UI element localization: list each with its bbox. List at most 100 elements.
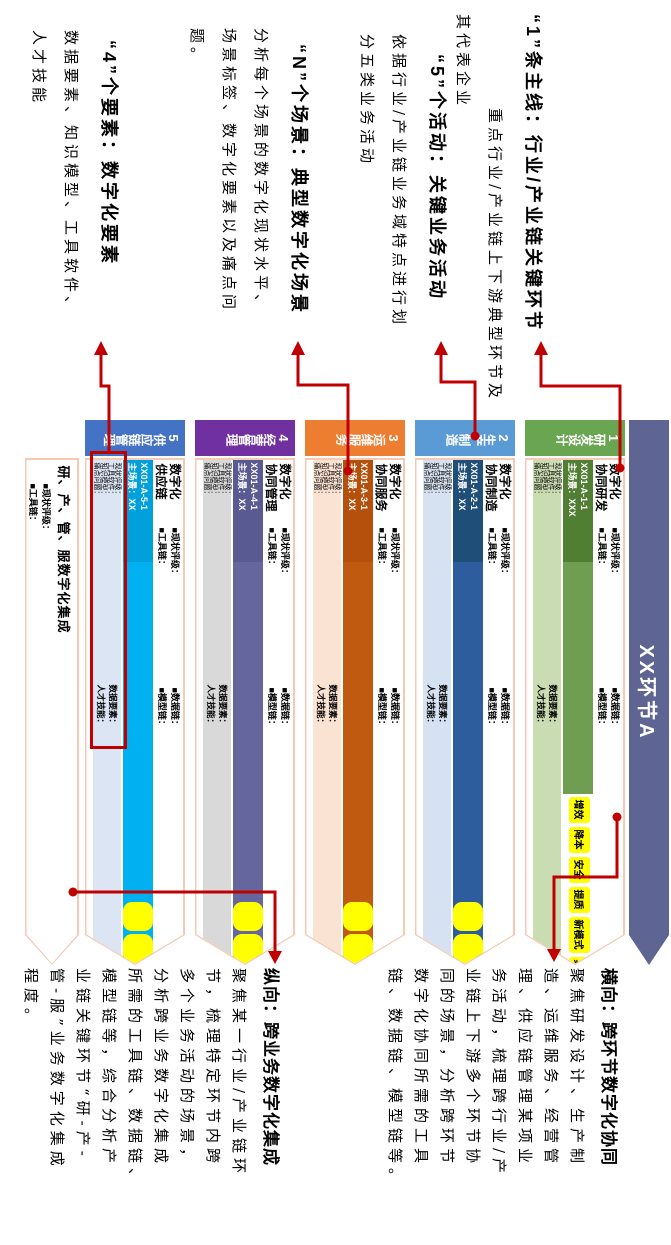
scene-main: 主场景：XX xyxy=(127,462,138,511)
ribbon-number: 5 xyxy=(166,434,181,442)
ribbon-production: 2 生产制造 数字化 协同制造 ■现状评级： ■工具链： ■数据链： ■模型链：… xyxy=(415,0,515,1245)
scene-subtitle: 数字化 协同管理 xyxy=(264,463,293,512)
ribbon-header: 3 运维服务 xyxy=(305,420,405,456)
ribbon-number: 1 xyxy=(606,434,621,442)
scene-code-label: XX01-A-2-1 主场景：XX xyxy=(454,460,484,562)
annotation-body: 数据要素、知识模型、工具软件、 人才技能 xyxy=(30,30,80,316)
scene-elements: 数据要素： 人才技能： xyxy=(426,684,449,728)
ribbon-number: 2 xyxy=(496,434,511,442)
yellow-marker xyxy=(454,934,484,963)
ribbon-row-bar: XX01-A-3-1 主场景：XX xyxy=(344,460,374,964)
scene-subtitle: 数字化 供应链 xyxy=(154,463,183,500)
bullets-data-model: ■数据链： ■模型链： xyxy=(377,687,401,729)
bullets-status-tool: ■现状评级： ■工具链： xyxy=(267,527,291,578)
tag: 安全 xyxy=(570,857,591,883)
ribbon-row-details: 现状评级： 工具软件： 知识模型： 痛点问题： 数据要素： 人才技能： xyxy=(534,460,562,964)
scene-elements: 数据要素： 人才技能： xyxy=(536,684,559,728)
scene-elements: 数据要素： 人才技能： xyxy=(316,684,339,728)
yellow-markers xyxy=(234,902,264,964)
scene-bar: XX01-A-1-1 主场景：XXX xyxy=(564,460,594,794)
scene-bar: XX01-A-4-1 主场景：XX xyxy=(234,460,264,957)
ribbon-header: 2 生产制造 xyxy=(415,420,515,456)
scene-main: 主场景：XX xyxy=(457,462,468,511)
yellow-markers xyxy=(344,902,374,964)
scene-bar: XX01-A-3-1 主场景：XX xyxy=(344,460,374,957)
yellow-marker xyxy=(234,934,264,963)
ribbon-row-scene: 数字化 协同制造 ■现状评级： ■工具链： ■数据链： ■模型链： xyxy=(485,460,513,964)
segment-banner: XX环节A xyxy=(629,420,669,965)
scene-subtitle: 数字化 协同服务 xyxy=(374,463,403,512)
ribbon-title: 研发设计 xyxy=(556,431,606,446)
ribbon-header: 4 经营管理 xyxy=(195,420,295,456)
scene-details: 现状评级： 工具软件： 知识模型： 痛点问题： xyxy=(202,462,232,498)
ribbon-title: 运维服务 xyxy=(336,431,386,446)
yellow-marker xyxy=(124,902,154,931)
ribbon-row-scene: 数字化 协同服务 ■现状评级： ■工具链： ■数据链： ■模型链： xyxy=(375,460,403,964)
yellow-marker xyxy=(124,934,154,963)
yellow-markers xyxy=(124,902,154,964)
ribbon-row-scene: 数字化 协同研发 ■现状评级： ■工具链： ■数据链： ■模型链： xyxy=(595,460,623,964)
segment-banner-label: XX环节A xyxy=(635,644,658,741)
scene-main: 主场景：XX xyxy=(237,462,248,511)
ribbon-arrow: 数字化 协同制造 ■现状评级： ■工具链： ■数据链： ■模型链： XX01-A… xyxy=(415,458,515,965)
ribbon-row-bar: XX01-A-1-1 主场景：XXX 增效 降本 安全 提质 新模式 其他 xyxy=(564,460,594,964)
yellow-markers xyxy=(454,902,484,964)
ribbon-arrow: 数字化 协同管理 ■现状评级： ■工具链： ■数据链： ■模型链： XX01-A… xyxy=(195,458,295,965)
bullets-data-model: ■数据链： ■模型链： xyxy=(487,687,511,729)
yellow-marker xyxy=(344,934,374,963)
integration-bullets: ■现状评级： ■工具链： xyxy=(28,483,52,534)
yellow-marker xyxy=(454,902,484,931)
ribbon-title: 生产制造 xyxy=(446,431,496,446)
scene-main: 主场景：XXX xyxy=(567,462,578,517)
ribbon-management: 4 经营管理 数字化 协同管理 ■现状评级： ■工具链： ■数据链： ■模型链：… xyxy=(195,0,295,1245)
ribbon-arrow: 数字化 协同研发 ■现状评级： ■工具链： ■数据链： ■模型链： XX01-A… xyxy=(525,458,625,965)
ribbon-title: 经营管理 xyxy=(226,431,276,446)
ribbon-row-bar: XX01-A-2-1 主场景：XX xyxy=(454,460,484,964)
ribbon-arrow: 数字化 协同服务 ■现状评级： ■工具链： ■数据链： ■模型链： XX01-A… xyxy=(305,458,405,965)
bullets-status-tool: ■现状评级： ■工具链： xyxy=(597,527,621,578)
bullets-data-model: ■数据链： ■模型链： xyxy=(157,687,181,729)
ribbon-title: 供应链管理 xyxy=(103,431,167,446)
scene-code-label: XX01-A-4-1 主场景：XX xyxy=(234,460,264,562)
ribbon-row-scene: 数字化 协同管理 ■现状评级： ■工具链： ■数据链： ■模型链： xyxy=(265,460,293,964)
ribbon-row-details: 现状评级： 工具软件： 知识模型： 痛点问题： 数据要素： 人才技能： xyxy=(424,460,452,964)
bullets-data-model: ■数据链： ■模型链： xyxy=(597,687,621,729)
bullets-status-tool: ■现状评级： ■工具链： xyxy=(377,527,401,578)
scene-details: 现状评级： 工具软件： 知识模型： 痛点问题： xyxy=(312,462,342,498)
bullets-status-tool: ■现状评级： ■工具链： xyxy=(157,527,181,578)
integration-caption: 研、产、管、服数字化集成 xyxy=(56,465,72,634)
ribbon-service: 3 运维服务 数字化 协同服务 ■现状评级： ■工具链： ■数据链： ■模型链：… xyxy=(305,0,405,1245)
scene-main: 主场景：XX xyxy=(347,462,358,511)
ribbon-row-details: 现状评级： 工具软件： 知识模型： 痛点问题： 数据要素： 人才技能： xyxy=(204,460,232,964)
scene-code-label: XX01-A-1-1 主场景：XXX xyxy=(564,460,594,562)
yellow-marker xyxy=(234,902,264,931)
scene-code: XX01-A-1-1 xyxy=(579,462,590,511)
scene-details: 现状评级： 工具软件： 知识模型： 痛点问题： xyxy=(422,462,452,498)
tag: 其他 xyxy=(570,957,591,983)
highlight-rectangle xyxy=(90,451,127,749)
yellow-marker xyxy=(344,902,374,931)
ribbon-row-bar: XX01-A-4-1 主场景：XX xyxy=(234,460,264,964)
ribbon-row-bar: XX01-A-5-1 主场景：XX xyxy=(124,460,154,964)
bullets-data-model: ■数据链： ■模型链： xyxy=(267,687,291,729)
tag: 提质 xyxy=(570,887,591,913)
ribbon-number: 4 xyxy=(276,434,291,442)
scene-code: XX01-A-5-1 xyxy=(139,462,150,511)
scene-code-label: XX01-A-5-1 主场景：XX xyxy=(124,460,154,562)
ribbon-header: 1 研发设计 xyxy=(525,420,625,456)
ribbon-row-scene: 数字化 供应链 ■现状评级： ■工具链： ■数据链： ■模型链： xyxy=(155,460,183,964)
scene-bar: XX01-A-2-1 主场景：XX xyxy=(454,460,484,957)
benefit-tags: 增效 降本 安全 提质 新模式 其他 xyxy=(570,797,591,983)
scene-code-label: XX01-A-3-1 主场景：XX xyxy=(344,460,374,562)
scene-bar: XX01-A-5-1 主场景：XX xyxy=(124,460,154,957)
tag: 降本 xyxy=(570,827,591,853)
tag: 增效 xyxy=(570,797,591,823)
ribbon-number: 3 xyxy=(386,434,401,442)
scene-code: XX01-A-2-1 xyxy=(469,462,480,511)
scene-code: XX01-A-4-1 xyxy=(249,462,260,511)
scene-elements: 数据要素： 人才技能： xyxy=(206,684,229,728)
scene-subtitle: 数字化 协同制造 xyxy=(484,463,513,512)
bullets-status-tool: ■现状评级： ■工具链： xyxy=(487,527,511,578)
scene-code: XX01-A-3-1 xyxy=(359,462,370,511)
